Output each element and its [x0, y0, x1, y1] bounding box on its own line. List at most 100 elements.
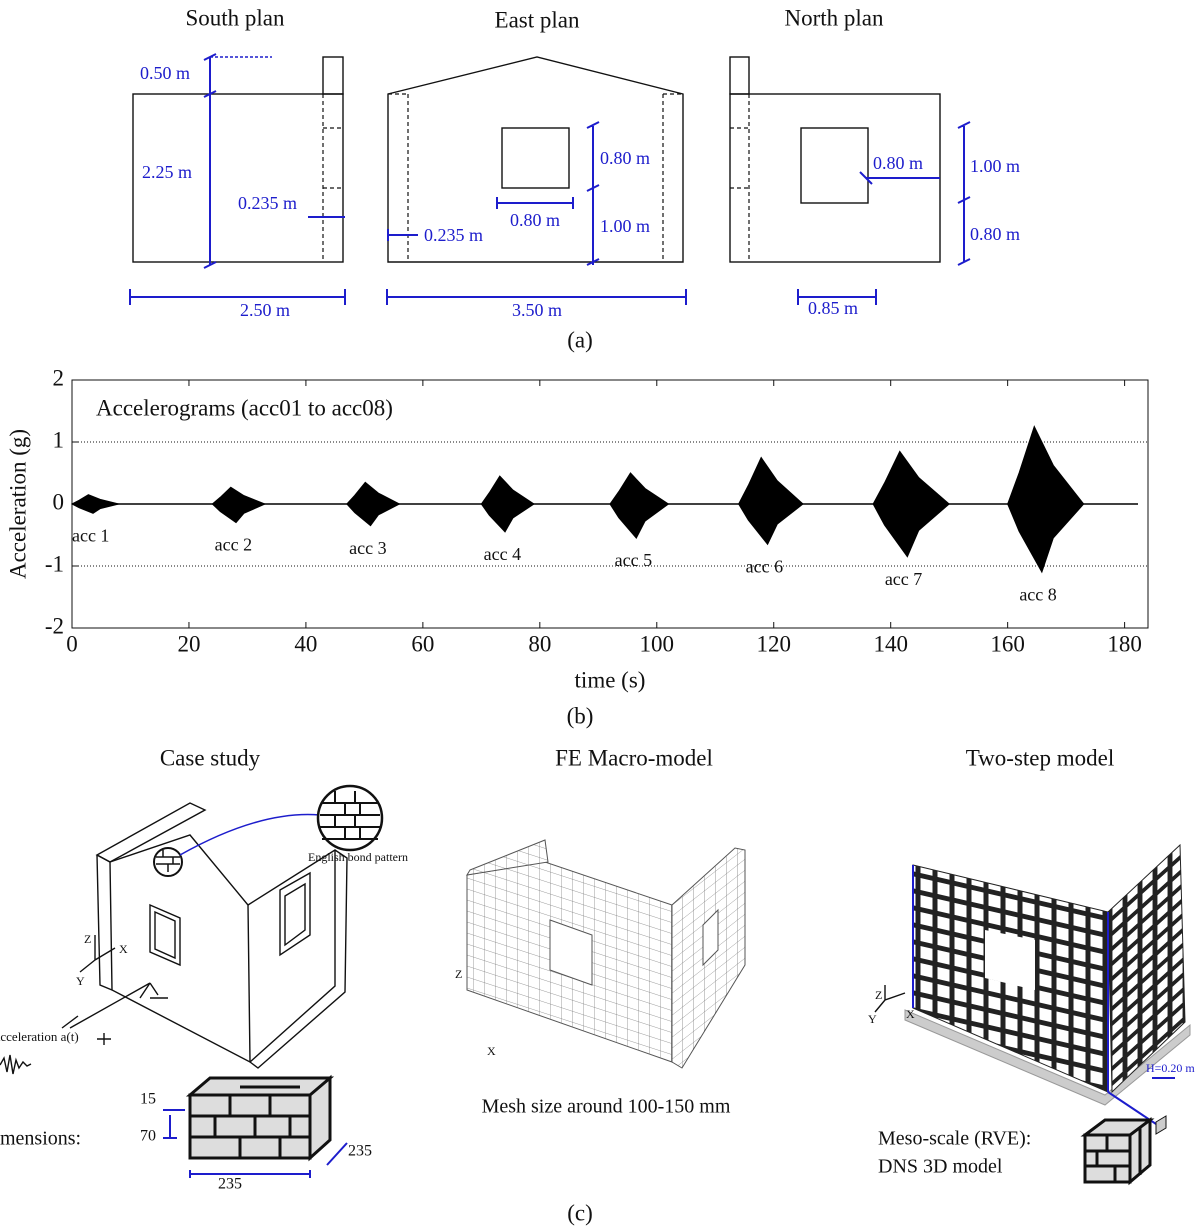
label: 1.00 m: [600, 216, 650, 236]
label: Meso-scale (RVE):: [878, 1128, 1031, 1150]
x-tick-label: 80: [528, 631, 551, 656]
x-tick-label: 140: [873, 631, 908, 656]
x-tick-label: 40: [294, 631, 317, 656]
plan-title: South plan: [185, 5, 285, 30]
figure: South plan East plan North plan 0.50 m 2…: [0, 0, 1201, 1230]
burst-label: acc 5: [615, 550, 652, 570]
label: X: [487, 1044, 496, 1058]
y-tick-label: -2: [45, 613, 64, 638]
shape: [730, 57, 749, 94]
label: Z: [84, 932, 91, 946]
label: 235: [348, 1143, 372, 1160]
y-axis-label: Acceleration (g): [5, 429, 30, 579]
label: DNS 3D model: [878, 1156, 1003, 1178]
label: 0.80 m: [873, 153, 923, 173]
label: (a): [567, 327, 593, 352]
x-tick-label: 20: [177, 631, 200, 656]
y-tick-label: 2: [53, 365, 65, 390]
label: Mesh size around 100-150 mm: [482, 1096, 731, 1118]
shape: [502, 128, 569, 188]
x-tick-label: 160: [990, 631, 1025, 656]
shape: [1156, 1116, 1166, 1134]
label: Z: [875, 988, 882, 1002]
label: 0.235 m: [238, 193, 297, 213]
shape: [248, 850, 347, 1068]
accelerogram-burst: [481, 476, 534, 532]
label: 3.50 m: [512, 300, 562, 320]
shape: [318, 786, 382, 850]
accelerogram-burst: [1008, 427, 1084, 573]
label: 2.50 m: [240, 300, 290, 320]
label: H=0.20 m: [1146, 1061, 1195, 1075]
label: Dimensions:: [0, 1128, 81, 1150]
shape: [730, 94, 749, 262]
shape: [190, 1095, 310, 1158]
label: 1.00 m: [970, 156, 1020, 176]
shape: [204, 54, 216, 268]
y-tick-label: 1: [53, 427, 65, 452]
label: 235: [218, 1176, 242, 1193]
accelerogram-burst: [610, 473, 668, 538]
shape: [801, 128, 868, 203]
label: 0.80 m: [970, 224, 1020, 244]
shape: [0, 1055, 31, 1074]
label: 0.80 m: [510, 210, 560, 230]
burst-label: acc 7: [885, 569, 922, 589]
shape: [280, 873, 310, 955]
y-tick-label: 0: [53, 489, 65, 514]
shape: [130, 217, 345, 305]
label: 0.50 m: [140, 63, 190, 83]
label: 15: [140, 1091, 156, 1108]
burst-label: acc 3: [349, 538, 386, 558]
label: X: [119, 942, 128, 956]
chart-title: Accelerograms (acc01 to acc08): [96, 395, 393, 420]
shape: [388, 122, 599, 265]
shape: [150, 905, 180, 965]
label: 0.235 m: [424, 225, 483, 245]
accelerogram-burst: [212, 487, 265, 522]
shape: [97, 803, 205, 862]
label: Acceleration a(t): [0, 1029, 79, 1044]
shape: [798, 122, 970, 305]
y-tick-label: -1: [45, 551, 64, 576]
shape: [323, 94, 343, 262]
label: X: [906, 1007, 915, 1021]
shape: [250, 850, 335, 1062]
shape: [1108, 845, 1185, 1092]
panel-c: Case study FE Macro-model Two-step model…: [0, 745, 1195, 1225]
label: Y: [868, 1012, 877, 1026]
x-tick-label: 100: [640, 631, 675, 656]
label: Case study: [160, 745, 261, 770]
caption: (b): [567, 703, 594, 728]
label: Two-step model: [966, 745, 1115, 770]
panel-a: South plan East plan North plan 0.50 m 2…: [130, 5, 1020, 352]
plan-title: North plan: [784, 5, 884, 30]
label: 70: [140, 1128, 156, 1145]
label: 0.80 m: [600, 148, 650, 168]
burst-label: acc 6: [746, 556, 783, 576]
label: Y: [76, 974, 85, 988]
accelerogram-burst: [873, 451, 949, 556]
shape: [323, 57, 343, 94]
x-tick-label: 0: [66, 631, 78, 656]
accelerogram-burst: [72, 495, 119, 514]
label: Z: [455, 967, 462, 981]
plan-title: East plan: [495, 7, 580, 32]
label: English bond pattern: [308, 850, 408, 864]
accelerogram-burst: [347, 482, 400, 525]
label: FE Macro-model: [555, 745, 713, 770]
x-tick-label: 180: [1107, 631, 1142, 656]
label: (c): [567, 1200, 593, 1225]
burst-label: acc 8: [1019, 584, 1056, 604]
page: {"panel_a": {"caption": "(a)", "plans": …: [0, 0, 1201, 1230]
x-axis-label: time (s): [575, 667, 646, 692]
burst-label: acc 4: [484, 544, 521, 564]
x-tick-label: 60: [411, 631, 434, 656]
label: 0.85 m: [808, 298, 858, 318]
burst-label: acc 1: [72, 525, 109, 545]
accelerogram-burst: [739, 458, 803, 545]
burst-label: acc 2: [215, 535, 252, 555]
label: 2.25 m: [142, 162, 192, 182]
x-tick-label: 120: [756, 631, 791, 656]
panel-b: Accelerograms (acc01 to acc08) time (s) …: [5, 365, 1148, 728]
